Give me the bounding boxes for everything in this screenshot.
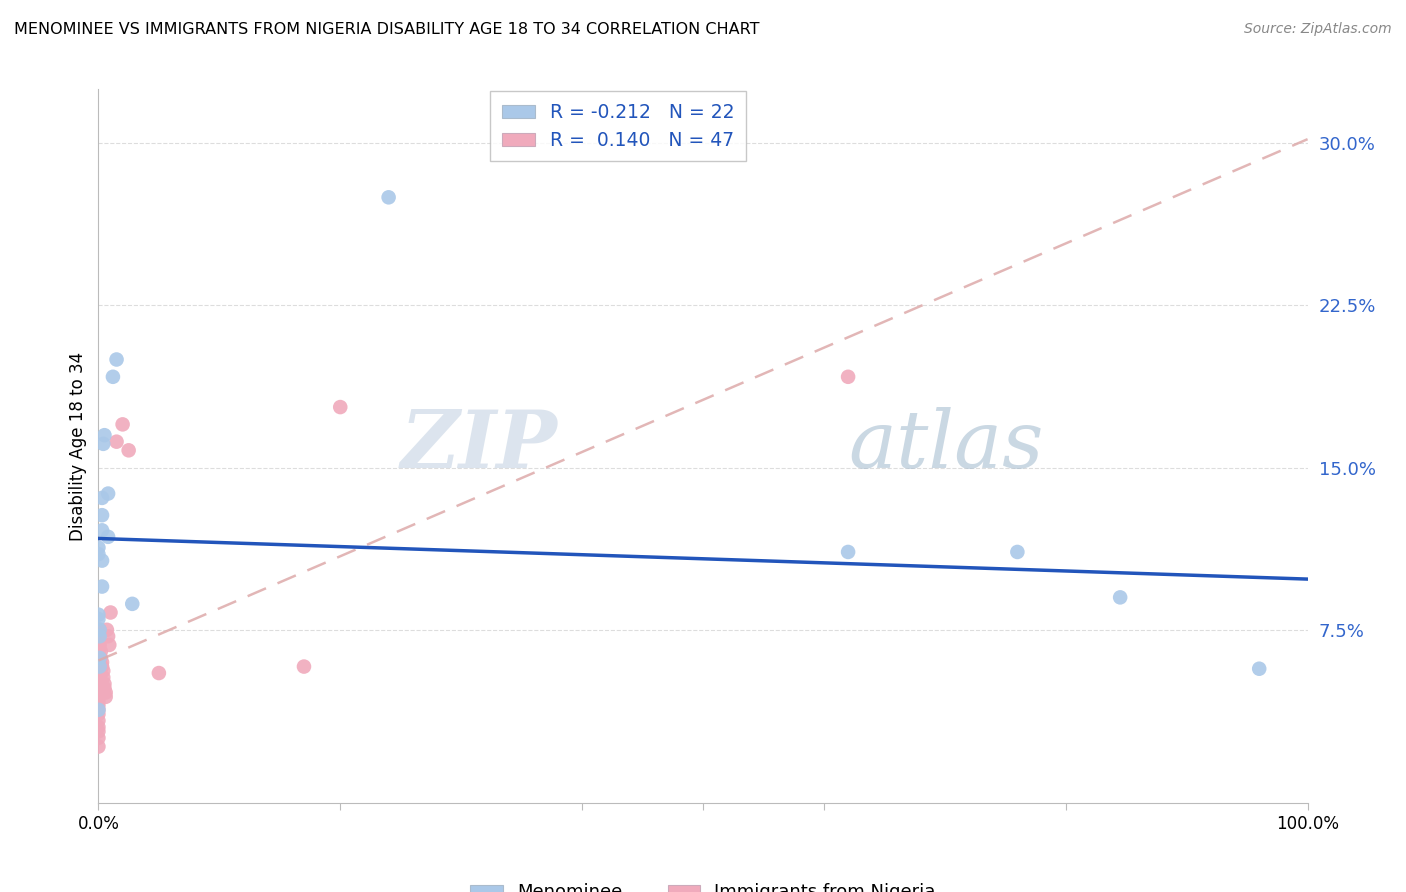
Point (97, 629, 120, 643)
Point (97, 530, 120, 544)
Point (105, 352, 128, 367)
Point (91, 659, 114, 673)
Point (90, 651, 112, 665)
Point (97, 486, 120, 500)
Point (89, 623, 111, 637)
Point (87, 731, 110, 745)
Point (91, 491, 114, 505)
Point (89, 629, 111, 643)
Point (96, 623, 118, 637)
Point (87, 651, 110, 665)
Point (87, 638, 110, 652)
Point (94, 685, 117, 699)
Point (87, 670, 110, 684)
Point (91, 437, 114, 451)
Point (91, 508, 114, 523)
Point (89, 623, 111, 637)
Y-axis label: Disability Age 18 to 34: Disability Age 18 to 34 (69, 351, 87, 541)
Point (87, 694, 110, 708)
Point (87, 541, 110, 555)
Point (837, 369, 859, 384)
Point (87, 648, 110, 663)
Point (89, 659, 111, 673)
Point (91, 664, 114, 678)
Point (91, 655, 114, 669)
Point (1109, 591, 1132, 605)
Point (87, 703, 110, 717)
Point (89, 651, 111, 665)
Point (90, 644, 112, 658)
Point (377, 190, 399, 204)
Point (87, 707, 110, 722)
Point (93, 681, 115, 696)
Point (87, 698, 110, 713)
Point (105, 434, 128, 449)
Point (91, 524, 114, 538)
Point (87, 644, 110, 658)
Point (91, 670, 114, 684)
Point (87, 607, 110, 622)
Point (101, 369, 124, 384)
Point (87, 623, 110, 637)
Point (1007, 545, 1029, 559)
Point (87, 685, 110, 699)
Point (91, 580, 114, 594)
Point (93, 677, 115, 691)
Point (100, 606, 122, 620)
Point (91, 553, 114, 567)
Point (837, 545, 859, 559)
Text: atlas: atlas (848, 408, 1043, 484)
Point (87, 724, 110, 739)
Point (87, 703, 110, 717)
Point (329, 400, 352, 414)
Point (87, 739, 110, 754)
Point (118, 443, 141, 458)
Point (87, 714, 110, 728)
Point (87, 681, 110, 696)
Point (87, 612, 110, 626)
Point (121, 597, 143, 611)
Point (87, 547, 110, 561)
Point (87, 664, 110, 678)
Text: MENOMINEE VS IMMIGRANTS FROM NIGERIA DISABILITY AGE 18 TO 34 CORRELATION CHART: MENOMINEE VS IMMIGRANTS FROM NIGERIA DIS… (14, 22, 759, 37)
Legend: Menominee, Immigrants from Nigeria: Menominee, Immigrants from Nigeria (463, 876, 943, 892)
Point (87, 690, 110, 704)
Point (89, 629, 111, 643)
Point (111, 417, 134, 432)
Point (148, 666, 170, 681)
Point (87, 629, 110, 643)
Text: ZIP: ZIP (401, 408, 558, 484)
Point (292, 659, 315, 673)
Point (94, 690, 117, 704)
Point (87, 655, 110, 669)
Text: Source: ZipAtlas.com: Source: ZipAtlas.com (1244, 22, 1392, 37)
Point (1249, 662, 1271, 676)
Point (89, 638, 111, 652)
Point (93, 428, 115, 442)
Point (87, 720, 110, 734)
Point (87, 677, 110, 691)
Point (98, 638, 121, 652)
Point (87, 659, 110, 673)
